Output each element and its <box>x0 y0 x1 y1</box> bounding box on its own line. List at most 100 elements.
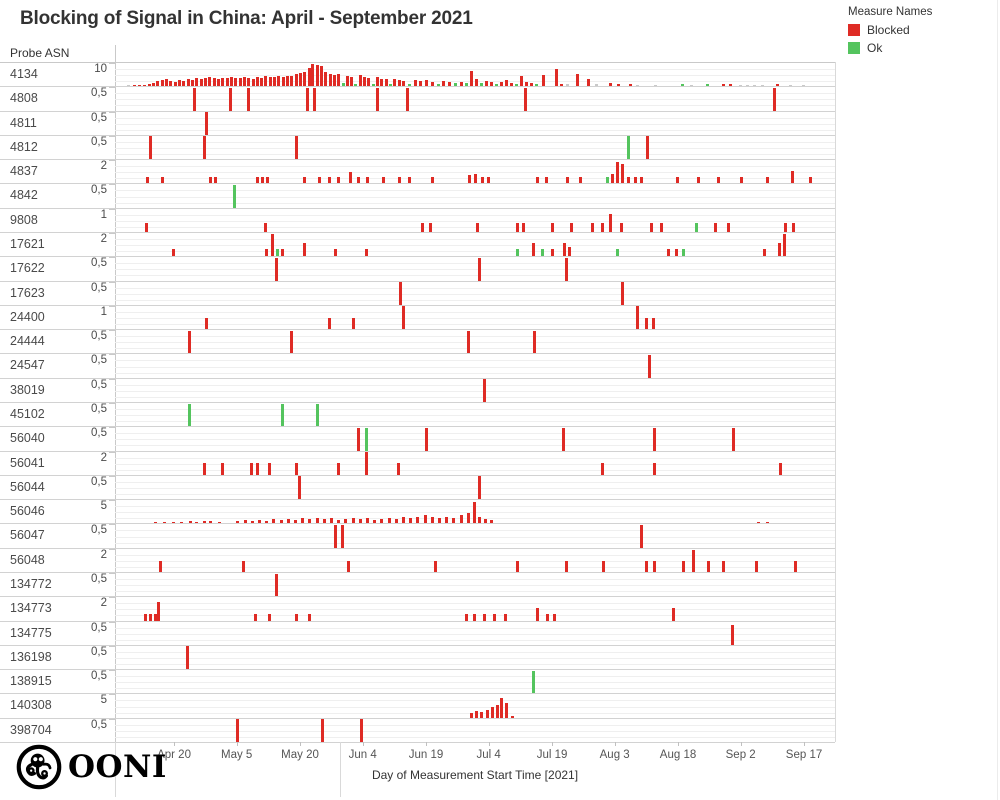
asn-label-56046[interactable]: 56046 <box>10 504 45 519</box>
measurement-bar[interactable] <box>465 82 469 87</box>
measurement-bar[interactable] <box>307 68 311 87</box>
measurement-bar[interactable] <box>295 463 299 475</box>
measurement-bar[interactable] <box>358 75 362 87</box>
measurement-bar[interactable] <box>373 519 377 524</box>
measurement-bar[interactable] <box>144 222 148 232</box>
measurement-bar[interactable] <box>199 79 203 87</box>
measurement-bar[interactable] <box>366 176 369 184</box>
asn-label-140308[interactable]: 140308 <box>10 698 52 713</box>
measurement-bar[interactable] <box>466 330 470 354</box>
measurement-bar[interactable] <box>328 73 332 87</box>
measurement-bar[interactable] <box>561 427 565 451</box>
measurement-bar[interactable] <box>540 249 544 257</box>
measurement-bar[interactable] <box>628 83 632 87</box>
measurement-bar[interactable] <box>143 613 147 621</box>
measurement-bar[interactable] <box>242 560 246 572</box>
measurement-bar[interactable] <box>721 560 725 572</box>
measurement-bar[interactable] <box>327 317 331 330</box>
measurement-bar[interactable] <box>221 77 225 87</box>
measurement-bar[interactable] <box>327 176 331 184</box>
measurement-bar[interactable] <box>313 87 317 111</box>
measurement-bar[interactable] <box>142 84 146 87</box>
measurement-bar[interactable] <box>468 175 472 184</box>
measurement-bar[interactable] <box>171 521 175 524</box>
measurement-bar[interactable] <box>521 222 525 232</box>
measurement-bar[interactable] <box>290 76 294 87</box>
measurement-bar[interactable] <box>672 608 675 621</box>
measurement-bar[interactable] <box>576 73 580 87</box>
asn-label-56048[interactable]: 56048 <box>10 552 45 567</box>
measurement-bar[interactable] <box>666 249 670 257</box>
measurement-bar[interactable] <box>365 249 369 257</box>
measurement-bar[interactable] <box>756 521 760 524</box>
measurement-bar[interactable] <box>357 427 361 451</box>
measurement-bar[interactable] <box>160 176 164 184</box>
measurement-bar[interactable] <box>402 80 405 87</box>
measurement-bar[interactable] <box>238 78 242 87</box>
measurement-bar[interactable] <box>525 81 529 87</box>
measurement-bar[interactable] <box>445 516 449 524</box>
measurement-bar[interactable] <box>479 83 483 87</box>
measurement-bar[interactable] <box>692 550 696 572</box>
asn-label-4812[interactable]: 4812 <box>10 139 38 154</box>
measurement-bar[interactable] <box>194 521 198 524</box>
measurement-bar[interactable] <box>273 77 277 87</box>
measurement-bar[interactable] <box>651 317 655 330</box>
measurement-bar[interactable] <box>295 136 299 160</box>
measurement-bar[interactable] <box>202 136 206 160</box>
asn-label-9808[interactable]: 9808 <box>10 212 38 227</box>
measurement-bar[interactable] <box>627 176 631 184</box>
measurement-bar[interactable] <box>490 707 494 718</box>
measurement-bar[interactable] <box>714 222 718 232</box>
measurement-bar[interactable] <box>146 176 150 184</box>
measurement-bar[interactable] <box>594 84 598 87</box>
measurement-bar[interactable] <box>337 463 341 475</box>
measurement-bar[interactable] <box>157 602 161 621</box>
measurement-bar[interactable] <box>402 306 405 330</box>
measurement-bar[interactable] <box>341 83 345 87</box>
measurement-bar[interactable] <box>217 522 221 524</box>
measurement-bar[interactable] <box>466 513 470 524</box>
measurement-bar[interactable] <box>308 519 312 524</box>
measurement-bar[interactable] <box>396 463 400 475</box>
measurement-bar[interactable] <box>478 516 482 524</box>
measurement-bar[interactable] <box>169 80 173 87</box>
asn-label-134775[interactable]: 134775 <box>10 625 52 640</box>
measurement-bar[interactable] <box>173 82 177 87</box>
measurement-bar[interactable] <box>652 427 656 451</box>
measurement-bar[interactable] <box>430 176 434 184</box>
measurement-bar[interactable] <box>286 75 290 87</box>
measurement-bar[interactable] <box>731 625 735 645</box>
measurement-bar[interactable] <box>220 463 224 475</box>
measurement-bar[interactable] <box>225 78 229 87</box>
measurement-bar[interactable] <box>636 306 639 330</box>
measurement-bar[interactable] <box>315 517 319 524</box>
measurement-bar[interactable] <box>697 176 701 184</box>
measurement-bar[interactable] <box>485 709 489 718</box>
measurement-bar[interactable] <box>381 176 385 184</box>
measurement-bar[interactable] <box>389 83 393 87</box>
measurement-bar[interactable] <box>126 85 130 87</box>
measurement-bar[interactable] <box>640 176 644 184</box>
measurement-bar[interactable] <box>765 176 769 184</box>
measurement-bar[interactable] <box>137 84 141 87</box>
measurement-bar[interactable] <box>290 330 294 354</box>
measurement-bar[interactable] <box>695 222 699 232</box>
measurement-bar[interactable] <box>428 222 432 232</box>
asn-label-24400[interactable]: 24400 <box>10 309 45 324</box>
measurement-bar[interactable] <box>776 84 780 87</box>
measurement-bar[interactable] <box>554 69 558 87</box>
measurement-bar[interactable] <box>470 713 474 718</box>
measurement-bar[interactable] <box>193 87 197 111</box>
measurement-bar[interactable] <box>421 222 425 232</box>
measurement-bar[interactable] <box>281 76 285 87</box>
measurement-bar[interactable] <box>474 79 478 87</box>
measurement-bar[interactable] <box>772 87 776 111</box>
asn-label-4842[interactable]: 4842 <box>10 188 38 203</box>
measurement-bar[interactable] <box>209 176 213 184</box>
measurement-bar[interactable] <box>209 521 213 524</box>
measurement-bar[interactable] <box>407 84 411 87</box>
measurement-bar[interactable] <box>802 85 806 87</box>
measurement-bar[interactable] <box>503 613 507 621</box>
measurement-bar[interactable] <box>499 698 503 718</box>
